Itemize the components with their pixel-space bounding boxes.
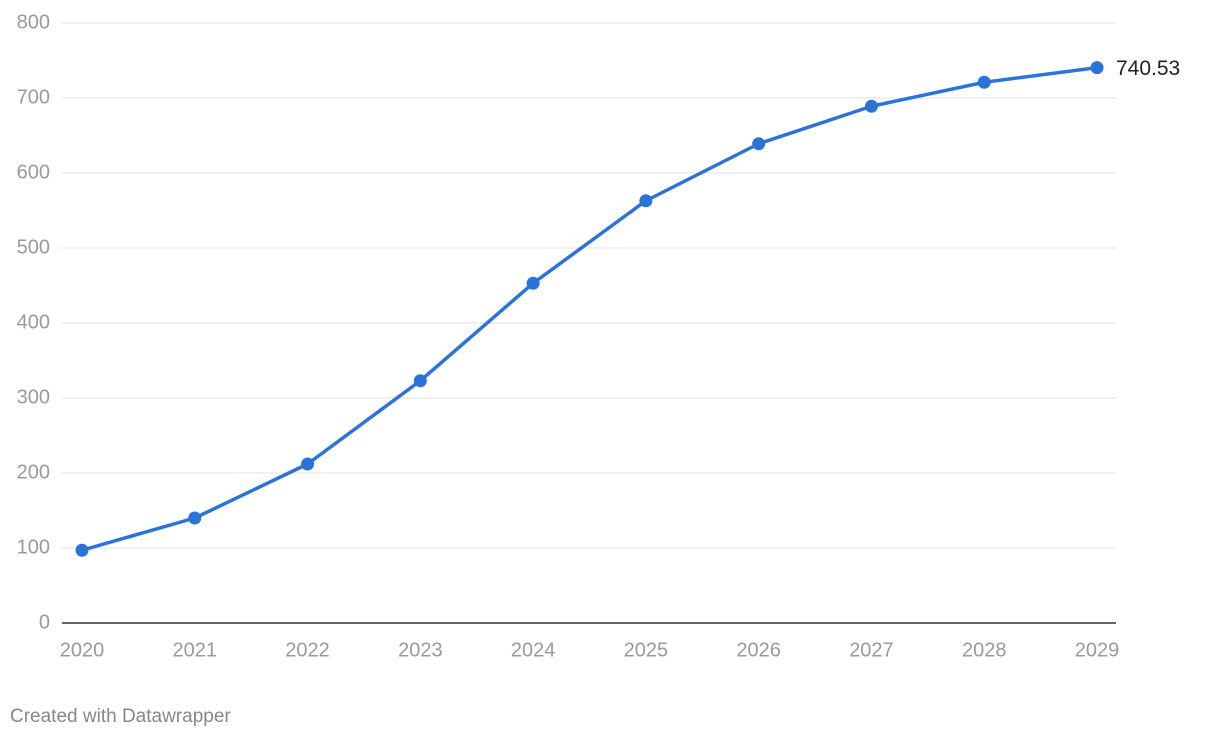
y-tick-label: 100 — [17, 536, 50, 558]
data-point — [864, 99, 878, 113]
x-tick-label: 2024 — [511, 639, 556, 661]
y-tick-label: 700 — [17, 86, 50, 108]
x-tick-label: 2021 — [173, 639, 218, 661]
data-point — [977, 75, 991, 89]
y-tick-label: 800 — [17, 11, 50, 33]
data-point — [413, 374, 427, 388]
y-tick-label: 400 — [17, 311, 50, 333]
y-tick-label: 0 — [39, 611, 50, 633]
data-point — [188, 511, 202, 525]
x-tick-label: 2022 — [285, 639, 330, 661]
data-point — [639, 194, 653, 208]
x-tick-label: 2025 — [624, 639, 669, 661]
series-line — [81, 65, 1098, 552]
data-point — [526, 276, 540, 290]
data-label: 740.53 — [1116, 57, 1180, 80]
data-point — [75, 543, 89, 557]
y-tick-label: 600 — [17, 161, 50, 183]
y-tick-label: 200 — [17, 461, 50, 483]
data-point — [301, 457, 315, 471]
data-point — [1090, 61, 1104, 75]
x-tick-label: 2023 — [398, 639, 443, 661]
x-tick-label: 2028 — [962, 639, 1007, 661]
data-point — [752, 137, 766, 151]
x-tick-label: 2029 — [1075, 639, 1120, 661]
x-tick-label: 2026 — [736, 639, 781, 661]
y-tick-label: 300 — [17, 386, 50, 408]
y-tick-label: 500 — [17, 236, 50, 258]
x-tick-label: 2027 — [849, 639, 894, 661]
x-tick-label: 2020 — [60, 639, 105, 661]
source-note: Created with Datawrapper — [10, 706, 231, 727]
